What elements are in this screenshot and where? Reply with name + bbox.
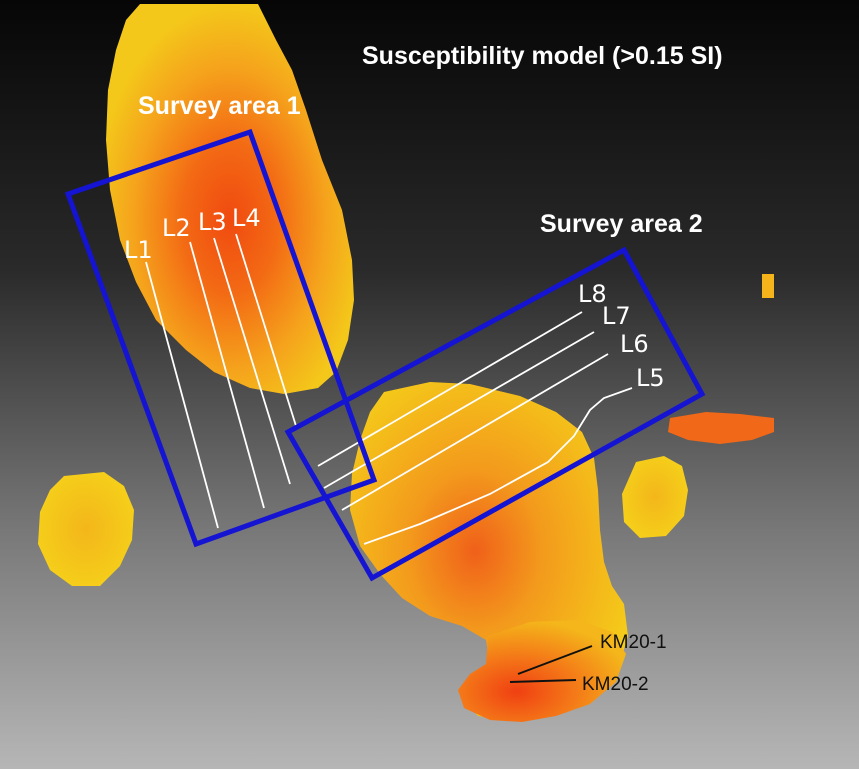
line-label-l1: L1 [124,236,153,264]
anomaly-body-east-dot [762,274,774,298]
line-label-l3: L3 [198,208,227,236]
line-label-l8: L8 [578,280,607,308]
survey-line-l6 [341,353,609,511]
borehole-label-km20-1: KM20-1 [600,632,667,653]
survey-line-l4 [235,233,297,427]
survey-line-l3 [213,237,291,485]
anomaly-body-east-strip [668,412,774,444]
anomaly-body-south-tail [458,620,626,722]
borehole-leaders [509,645,593,683]
survey-area-2-label: Survey area 2 [540,210,703,238]
survey-line-l2 [189,241,265,509]
survey-area-1-box [64,128,378,548]
map-title: Susceptibility model (>0.15 SI) [362,42,723,70]
line-label-l5: L5 [636,364,665,392]
susceptibility-bodies [38,4,774,722]
borehole-km20-1-leader [517,645,593,675]
line-label-l6: L6 [620,330,649,358]
line-label-l7: L7 [602,302,631,330]
anomaly-body-east-small [622,456,688,538]
survey-line-l5 [363,387,633,545]
line-label-l2: L2 [162,214,191,242]
survey-area-1-label: Survey area 1 [138,92,301,120]
anomaly-body-north [106,4,354,394]
survey-area-2-box [284,246,706,582]
borehole-km20-2-leader [509,679,577,683]
anomaly-body-west [38,472,134,586]
borehole-label-km20-2: KM20-2 [582,674,649,695]
survey-line-l1 [145,261,219,529]
line-label-l4: L4 [232,204,261,232]
